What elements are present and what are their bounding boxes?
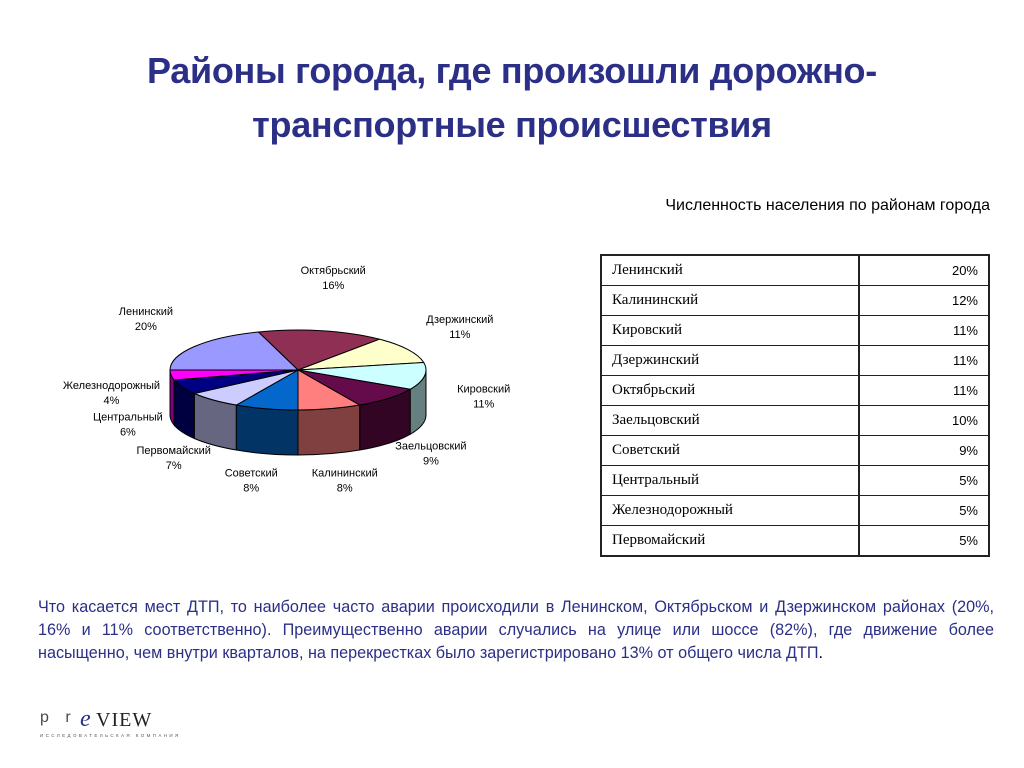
- summary-text: Что касается мест ДТП, то наиболее часто…: [38, 598, 994, 662]
- population-share-cell: 5%: [858, 525, 990, 557]
- pie-label-name: Заельцовский: [395, 441, 466, 453]
- population-share-cell: 20%: [858, 254, 990, 286]
- pie-label-name: Дзержинский: [426, 314, 493, 326]
- population-share-cell: 9%: [858, 435, 990, 466]
- svg-text:VIEW: VIEW: [96, 709, 152, 731]
- population-share-cell: 11%: [858, 345, 990, 376]
- svg-text:p r: p r: [40, 709, 77, 726]
- summary-paragraph: Что касается мест ДТП, то наиболее часто…: [38, 596, 994, 665]
- svg-text:e: e: [80, 706, 91, 732]
- table-row: Первомайский 5%: [600, 525, 990, 557]
- pie-label-name: Октябрьский: [301, 265, 366, 277]
- pie-slice: [169, 331, 300, 371]
- pie-slice: [297, 338, 425, 371]
- table-row: Дзержинский 11%: [600, 345, 990, 376]
- population-table: Ленинский 20% Калининский 12% Кировский 11% Дз…: [600, 254, 990, 557]
- population-share-cell: 11%: [858, 315, 990, 346]
- pie-label-value: 9%: [423, 456, 439, 468]
- table-row: Кировский 11%: [600, 315, 990, 346]
- pie-slice-side: [235, 404, 299, 456]
- page-title: Районы города, где произошли дорожно-тра…: [147, 50, 877, 145]
- population-share-cell: 5%: [858, 465, 990, 496]
- district-name-cell: Первомайский: [600, 525, 860, 557]
- district-name-cell: Ленинский: [600, 254, 860, 286]
- summary-end: .: [818, 644, 824, 662]
- table-row: Ленинский 20%: [600, 254, 990, 286]
- table-row: Железнодорожный 5%: [600, 495, 990, 526]
- table-row: Центральный 5%: [600, 465, 990, 496]
- district-name-cell: Центральный: [600, 465, 860, 496]
- population-share-cell: 12%: [858, 285, 990, 316]
- population-share-cell: 11%: [858, 375, 990, 406]
- table-row: Советский 9%: [600, 435, 990, 466]
- pie-label-name: Ленинский: [119, 306, 173, 318]
- preview-logo: p r e VIEW ИССЛЕДОВАТЕЛЬСКАЯ КОМПАНИЯ: [40, 704, 180, 749]
- district-name-cell: Заельцовский: [600, 405, 860, 436]
- district-pie-chart: Октябрьский 16% Дзержинский 11% Кировский 11%…: [63, 265, 510, 495]
- pie-label-value: 4%: [104, 395, 120, 407]
- table-row: Октябрьский 11%: [600, 375, 990, 406]
- pie-label-name: Калининский: [312, 468, 378, 480]
- table-caption: Численность населения по районам города: [665, 197, 990, 214]
- district-name-cell: Октябрьский: [600, 375, 860, 406]
- pie-label-name: Советский: [225, 468, 278, 480]
- population-share-cell: 10%: [858, 405, 990, 436]
- pie-label-value: 20%: [135, 321, 157, 333]
- pie-slice-side: [297, 404, 361, 456]
- pie-label-name: Железнодорожный: [63, 380, 160, 392]
- pie-label-value: 7%: [166, 460, 182, 472]
- pie-label-value: 8%: [243, 483, 259, 495]
- district-name-cell: Кировский: [600, 315, 860, 346]
- pie-label-value: 6%: [120, 426, 136, 438]
- pie-label-value: 11%: [449, 329, 470, 341]
- population-share-cell: 5%: [858, 495, 990, 526]
- pie-label-name: Центральный: [93, 411, 163, 423]
- pie-label-value: 11%: [473, 398, 494, 410]
- pie-label-name: Первомайский: [136, 445, 210, 457]
- pie-label-value: 8%: [337, 483, 353, 495]
- pie-slice: [297, 361, 427, 390]
- pie-slice: [257, 329, 382, 371]
- table-row: Заельцовский 10%: [600, 405, 990, 436]
- district-name-cell: Железнодорожный: [600, 495, 860, 526]
- svg-text:ИССЛЕДОВАТЕЛЬСКАЯ КОМПАНИЯ: ИССЛЕДОВАТЕЛЬСКАЯ КОМПАНИЯ: [40, 733, 180, 738]
- pie-label-value: 16%: [322, 280, 344, 292]
- pie-label-name: Кировский: [457, 383, 510, 395]
